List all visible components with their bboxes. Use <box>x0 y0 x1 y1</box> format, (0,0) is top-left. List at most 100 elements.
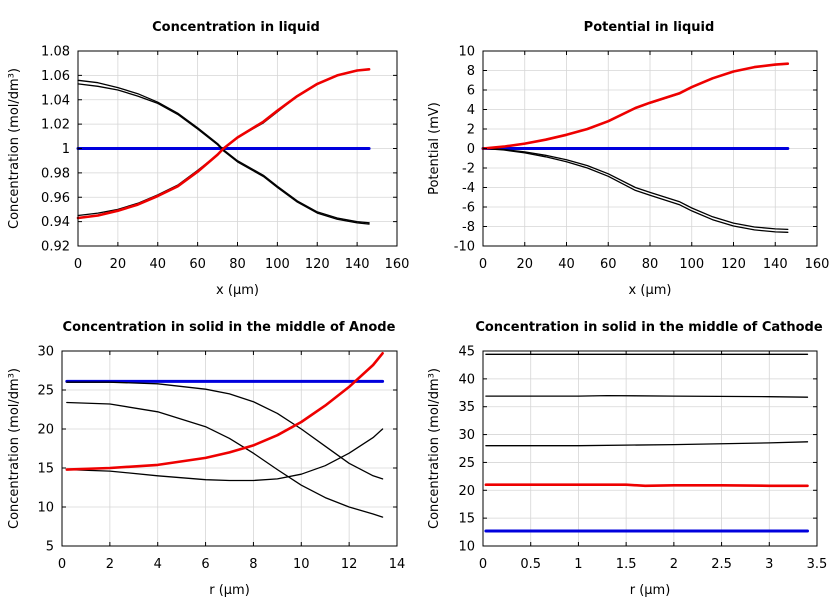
series-line-3 <box>485 441 809 447</box>
x-axis-label: x (µm) <box>216 283 259 298</box>
x-tick-label: 160 <box>385 257 410 272</box>
x-tick-label: 20 <box>516 257 533 272</box>
y-tick-label: 25 <box>458 456 475 471</box>
x-tick-label: 80 <box>642 257 659 272</box>
y-tick-label: 0.96 <box>41 191 70 206</box>
y-tick-label: 35 <box>458 400 475 415</box>
x-tick-label: 10 <box>293 557 310 572</box>
chart-title: Concentration in liquid <box>152 20 320 35</box>
x-tick-label: 100 <box>679 257 704 272</box>
y-axis-label: Potential (mV) <box>427 102 442 195</box>
x-tick-label: 0.5 <box>520 557 541 572</box>
x-tick-label: 0 <box>479 557 487 572</box>
y-tick-label: 10 <box>458 540 475 555</box>
series-line-2 <box>482 147 789 233</box>
y-tick-label: 15 <box>37 462 54 477</box>
series-line-1 <box>482 147 789 231</box>
series-line-3 <box>66 381 384 480</box>
x-tick-label: 2 <box>670 557 678 572</box>
x-tick-label: 60 <box>189 257 206 272</box>
x-tick-label: 2 <box>106 557 114 572</box>
x-axis-label: r (µm) <box>630 583 671 598</box>
y-tick-label: -2 <box>462 162 475 177</box>
y-tick-label: 45 <box>458 345 475 360</box>
x-tick-label: 20 <box>110 257 127 272</box>
x-tick-label: 80 <box>229 257 246 272</box>
y-tick-label: 0.92 <box>41 240 70 255</box>
series-line-4 <box>65 351 384 471</box>
y-tick-label: 4 <box>467 103 475 118</box>
chart-title: Concentration in solid in the middle of … <box>63 320 396 335</box>
chart-title: Concentration in solid in the middle of … <box>475 320 823 335</box>
series-line-2 <box>66 401 384 518</box>
y-tick-label: 10 <box>458 45 475 60</box>
y-tick-label: 30 <box>37 345 54 360</box>
y-tick-label: 0 <box>467 142 475 157</box>
x-tick-label: 1.5 <box>616 557 637 572</box>
series-line-4 <box>484 483 809 488</box>
x-axis-label: r (µm) <box>209 583 250 598</box>
x-tick-label: 40 <box>558 257 575 272</box>
x-tick-label: 0 <box>74 257 82 272</box>
x-tick-label: 40 <box>149 257 166 272</box>
y-tick-label: 30 <box>458 428 475 443</box>
x-tick-label: 1 <box>574 557 582 572</box>
series-line-1 <box>66 428 384 482</box>
x-tick-label: 140 <box>763 257 788 272</box>
x-tick-label: 3 <box>765 557 773 572</box>
x-tick-label: 60 <box>600 257 617 272</box>
series-line-2 <box>77 83 370 225</box>
plot-frame <box>61 350 398 547</box>
y-tick-label: 8 <box>467 64 475 79</box>
x-tick-label: 3.5 <box>807 557 828 572</box>
chart-title: Potential in liquid <box>584 20 715 35</box>
x-tick-label: 4 <box>154 557 162 572</box>
y-axis-label: Concentration (mol/dm³) <box>427 368 442 529</box>
x-tick-label: 0 <box>58 557 66 572</box>
y-axis-label: Concentration (mol/dm³) <box>7 68 22 229</box>
y-tick-label: 2 <box>467 123 475 138</box>
x-tick-label: 2.5 <box>711 557 732 572</box>
x-tick-label: 100 <box>265 257 290 272</box>
y-tick-label: -6 <box>462 201 475 216</box>
y-tick-label: 6 <box>467 84 475 99</box>
y-tick-label: -8 <box>462 220 475 235</box>
x-tick-label: 120 <box>721 257 746 272</box>
x-axis-label: x (µm) <box>629 283 672 298</box>
chart-anode-solid: 0 2 4 6 8 10 12 14 5 10 15 20 25 30 Concentration in s… <box>7 320 405 598</box>
y-tick-label: 1.02 <box>41 118 70 133</box>
series-line-4 <box>76 68 371 220</box>
y-tick-label: 20 <box>37 423 54 438</box>
x-tick-label: 14 <box>389 557 406 572</box>
y-tick-label: 1.04 <box>41 93 70 108</box>
chart-liquid-potential: 0 20 40 60 80 100 120 140 160 -10 -8 -6 -4 -2 0 2 4 6 8 10 P… <box>427 20 829 298</box>
x-tick-label: 120 <box>305 257 330 272</box>
y-tick-label: 0.98 <box>41 166 70 181</box>
x-tick-label: 6 <box>201 557 209 572</box>
y-tick-label: 15 <box>458 512 475 527</box>
x-tick-label: 12 <box>341 557 358 572</box>
y-tick-label: 1.06 <box>41 69 70 84</box>
chart-cathode-solid: 0 0.5 1 1.5 2 2.5 3 3.51015202530354045Concentr… <box>427 320 827 598</box>
x-tick-label: 140 <box>345 257 370 272</box>
x-tick-label: 8 <box>249 557 257 572</box>
y-tick-label: 0.94 <box>41 215 70 230</box>
y-tick-label: 1 <box>62 142 70 157</box>
y-tick-label: 40 <box>458 372 475 387</box>
y-tick-label: 25 <box>37 384 54 399</box>
y-axis-label: Concentration (mol/dm³) <box>7 368 22 529</box>
y-tick-label: 5 <box>46 540 54 555</box>
series-line-2 <box>485 394 809 398</box>
y-tick-label: 20 <box>458 484 475 499</box>
y-tick-label: 1.08 <box>41 45 70 60</box>
chart-liquid-concentration: 0 20 40 60 80 100 120 140 160 0.92 0.94 0.96 0.98 1 1.… <box>7 20 409 298</box>
series-line-3 <box>482 63 789 150</box>
x-tick-label: 160 <box>805 257 830 272</box>
y-tick-label: 10 <box>37 501 54 516</box>
x-tick-label: 0 <box>479 257 487 272</box>
y-tick-label: -4 <box>462 181 475 196</box>
plot-frame <box>482 350 818 547</box>
series-line-4 <box>481 62 790 150</box>
y-tick-label: -10 <box>454 240 475 255</box>
